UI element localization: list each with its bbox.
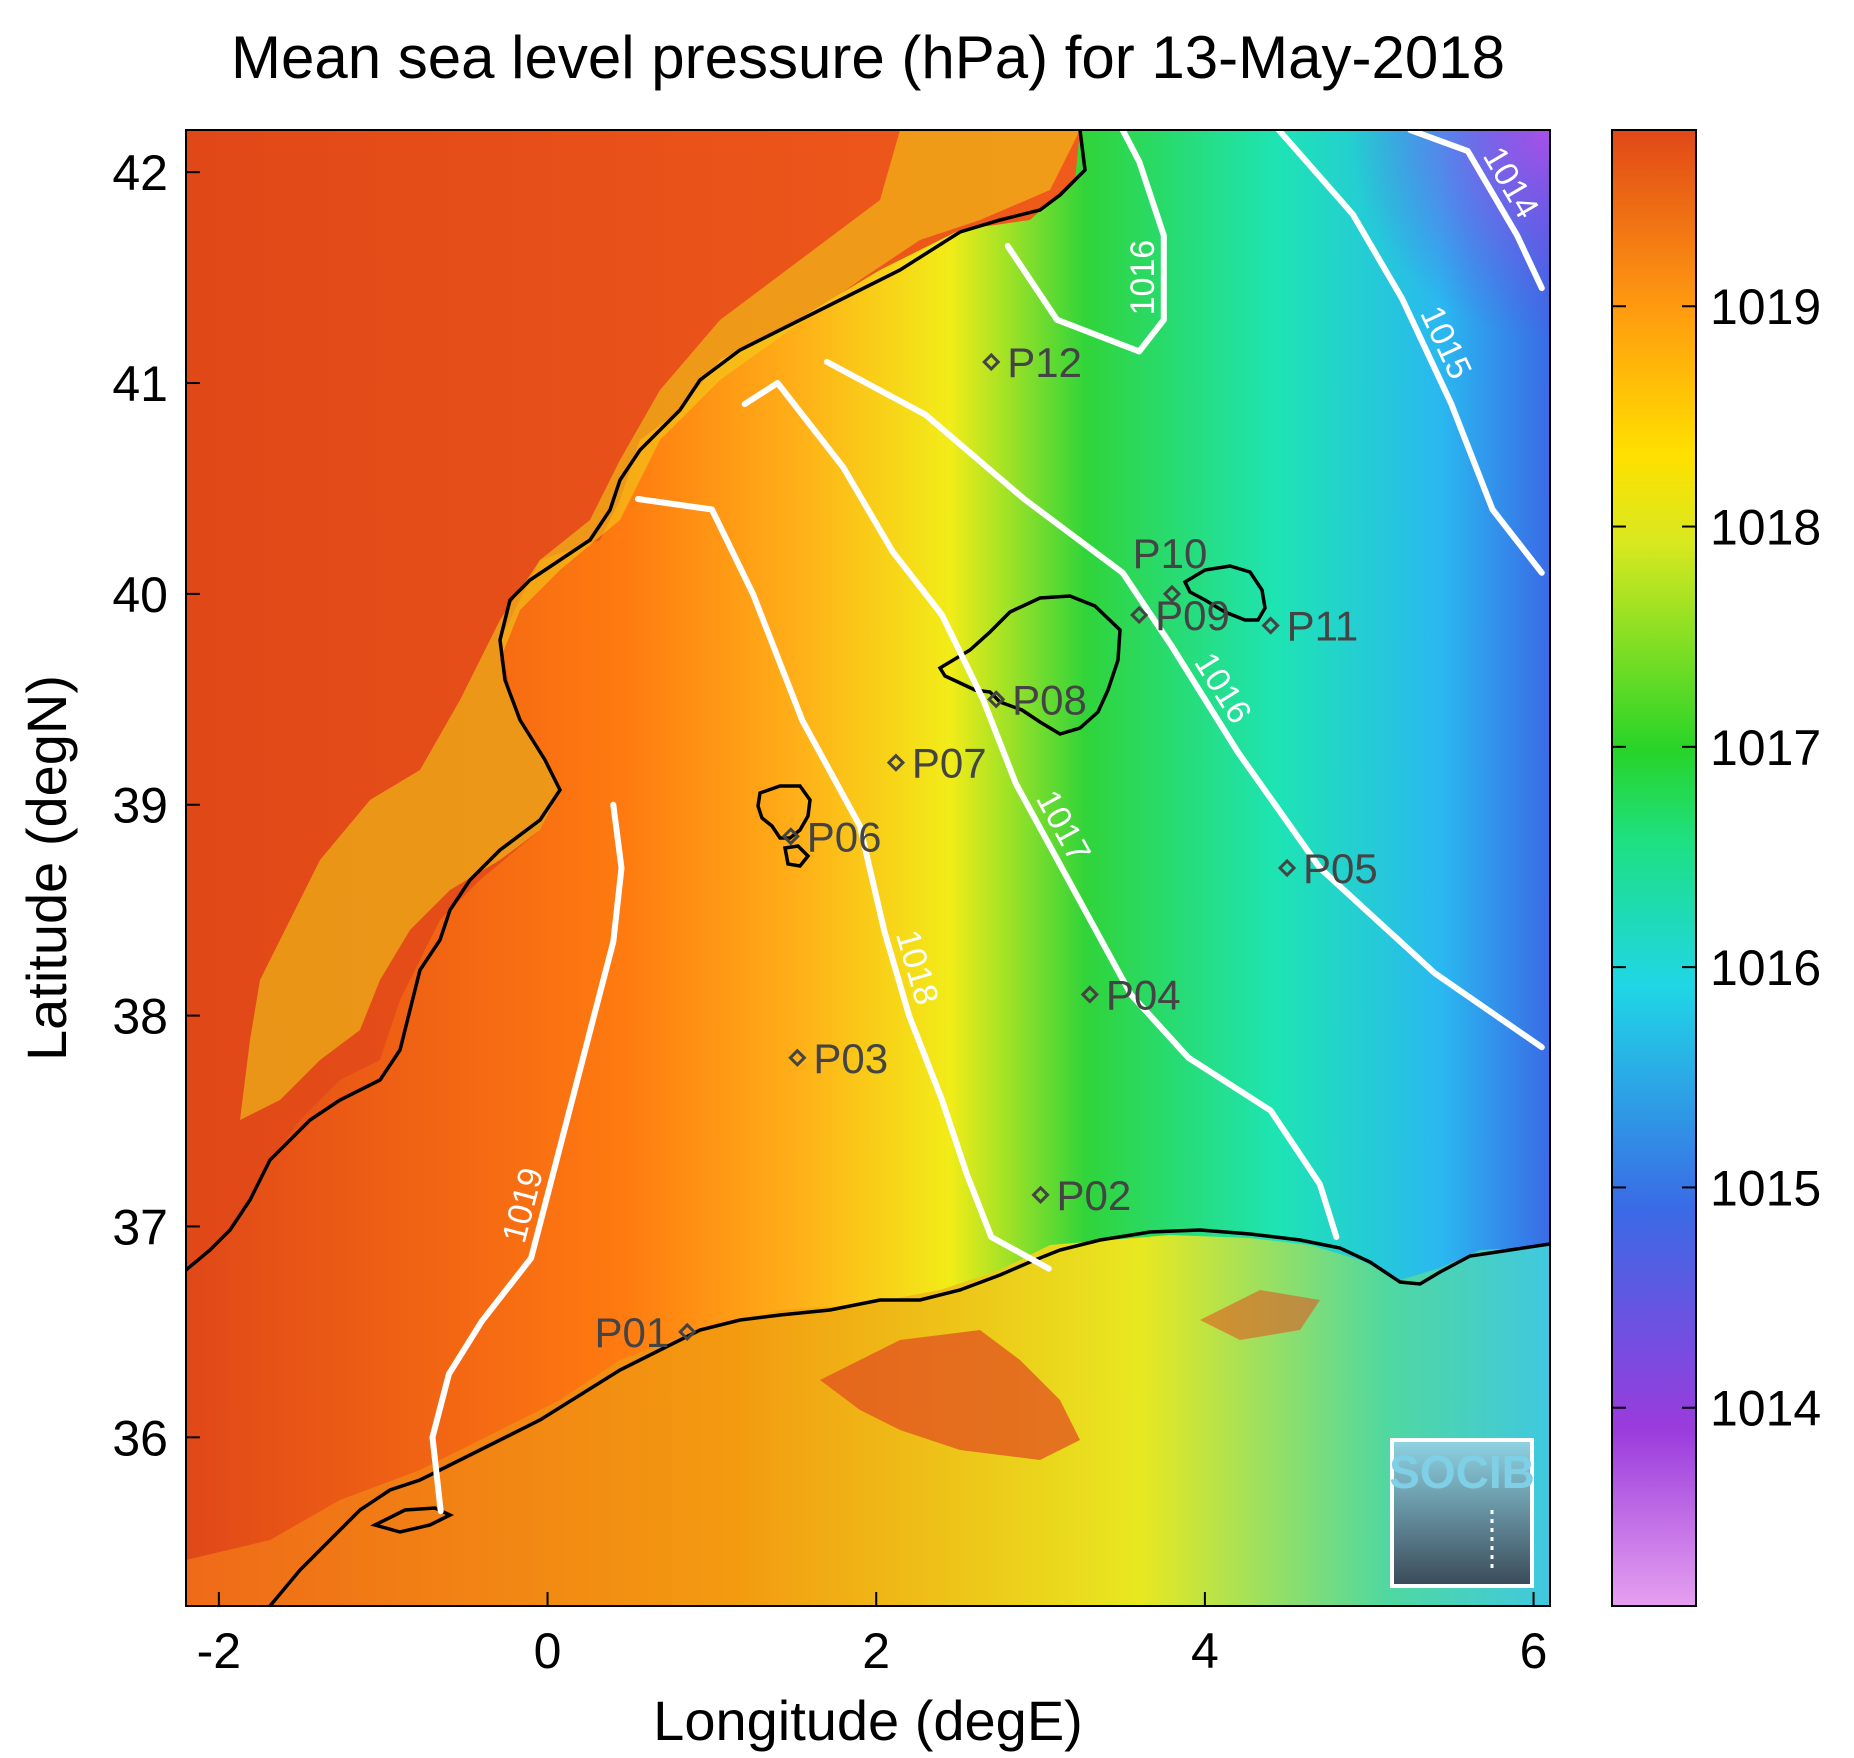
atlas-highlands <box>820 1330 1080 1460</box>
x-axis-ticks: -2 0 2 4 6 <box>197 1592 1548 1679</box>
x-tick-label: 6 <box>1520 1623 1548 1679</box>
colorbar-tick-label: 1014 <box>1710 1381 1821 1437</box>
station-label-p11: P11 <box>1287 603 1359 650</box>
contour-1017 <box>741 380 1340 1240</box>
x-tick-label: -2 <box>197 1623 241 1679</box>
y-tick-label: 40 <box>112 567 168 623</box>
colorbar-tick-label: 1017 <box>1710 720 1821 776</box>
station-marker-p09 <box>1130 605 1149 625</box>
station-marker-p03 <box>788 1048 807 1067</box>
x-axis-label: Longitude (degE) <box>653 1689 1083 1752</box>
x-tick-label: 2 <box>862 1623 890 1679</box>
socib-logo-text: SOCIB <box>1389 1446 1535 1498</box>
station-marker-p11 <box>1261 616 1280 635</box>
formentera-island <box>782 844 811 868</box>
station-label-p08: P08 <box>1012 676 1087 723</box>
colorbar-tick-label: 1019 <box>1710 279 1821 335</box>
station-markers: P01 P02 P03 P04 P05 P06 P07 P08 P09 P10 P11 P12 <box>594 339 1377 1356</box>
colorbar-tick-label: 1016 <box>1710 940 1821 996</box>
colorbar-scale <box>1611 129 1697 1607</box>
iberia-coastal-band <box>240 130 1080 1120</box>
station-label-p02: P02 <box>1057 1172 1132 1219</box>
station-marker-p08 <box>987 690 1006 709</box>
contour-1019 <box>429 801 625 1515</box>
y-tick-label: 41 <box>112 356 168 412</box>
station-marker-p02 <box>1031 1185 1050 1204</box>
station-label-p10: P10 <box>1133 530 1208 577</box>
north-africa-land <box>186 1235 1550 1606</box>
station-label-p05: P05 <box>1303 845 1378 892</box>
contour-1015 <box>1275 130 1545 576</box>
station-label-p03: P03 <box>813 1035 888 1082</box>
colorbar-ticks: 1014 1015 1016 1017 1018 1019 <box>1612 279 1821 1437</box>
contour-1018 <box>634 496 1052 1272</box>
contour-1016 <box>823 358 1545 1051</box>
station-marker-p05 <box>1277 858 1297 878</box>
station-label-p01: P01 <box>594 1309 669 1356</box>
y-tick-label: 38 <box>112 989 168 1045</box>
iberia-coastline <box>186 130 1087 1272</box>
y-axis-label: Latitude (degN) <box>15 675 78 1061</box>
station-marker-p01 <box>678 1322 697 1342</box>
chart-title: Mean sea level pressure (hPa) for 13-May… <box>231 24 1505 91</box>
x-tick-label: 0 <box>534 1623 562 1679</box>
contour-label: 1016 <box>1124 240 1162 316</box>
station-label-p12: P12 <box>1007 339 1082 386</box>
station-marker-p07 <box>886 753 906 772</box>
station-marker-p06 <box>781 827 800 846</box>
alboran-island <box>370 1506 455 1534</box>
x-tick-label: 4 <box>1191 1623 1219 1679</box>
station-label-p09: P09 <box>1155 592 1230 639</box>
contour-1016 <box>1004 130 1167 355</box>
atlas-highlands-east <box>1200 1290 1320 1340</box>
y-tick-label: 36 <box>112 1410 168 1466</box>
station-marker-p10 <box>1162 584 1182 604</box>
y-axis-ticks: 36 37 38 39 40 41 42 <box>112 145 200 1466</box>
socib-logo: SOCIB <box>1389 1438 1535 1588</box>
menorca-island <box>1182 564 1267 622</box>
station-label-p07: P07 <box>912 740 987 787</box>
y-tick-label: 39 <box>112 778 168 834</box>
station-label-p06: P06 <box>807 813 882 860</box>
station-marker-p12 <box>982 352 1001 372</box>
socib-logo-frame <box>1390 1438 1534 1588</box>
plot-frame <box>185 129 1551 1607</box>
station-marker-p04 <box>1080 985 1099 1004</box>
colorbar-tick-label: 1018 <box>1710 500 1821 556</box>
iberia-land <box>186 130 1080 1270</box>
station-label-p04: P04 <box>1106 972 1181 1019</box>
y-tick-label: 42 <box>112 145 168 201</box>
colorbar-tick-label: 1015 <box>1710 1160 1821 1216</box>
colorbar: 1014 1015 1016 1017 1018 1019 <box>1611 129 1821 1607</box>
y-tick-label: 37 <box>112 1199 168 1255</box>
contour-1014 <box>1407 130 1545 292</box>
